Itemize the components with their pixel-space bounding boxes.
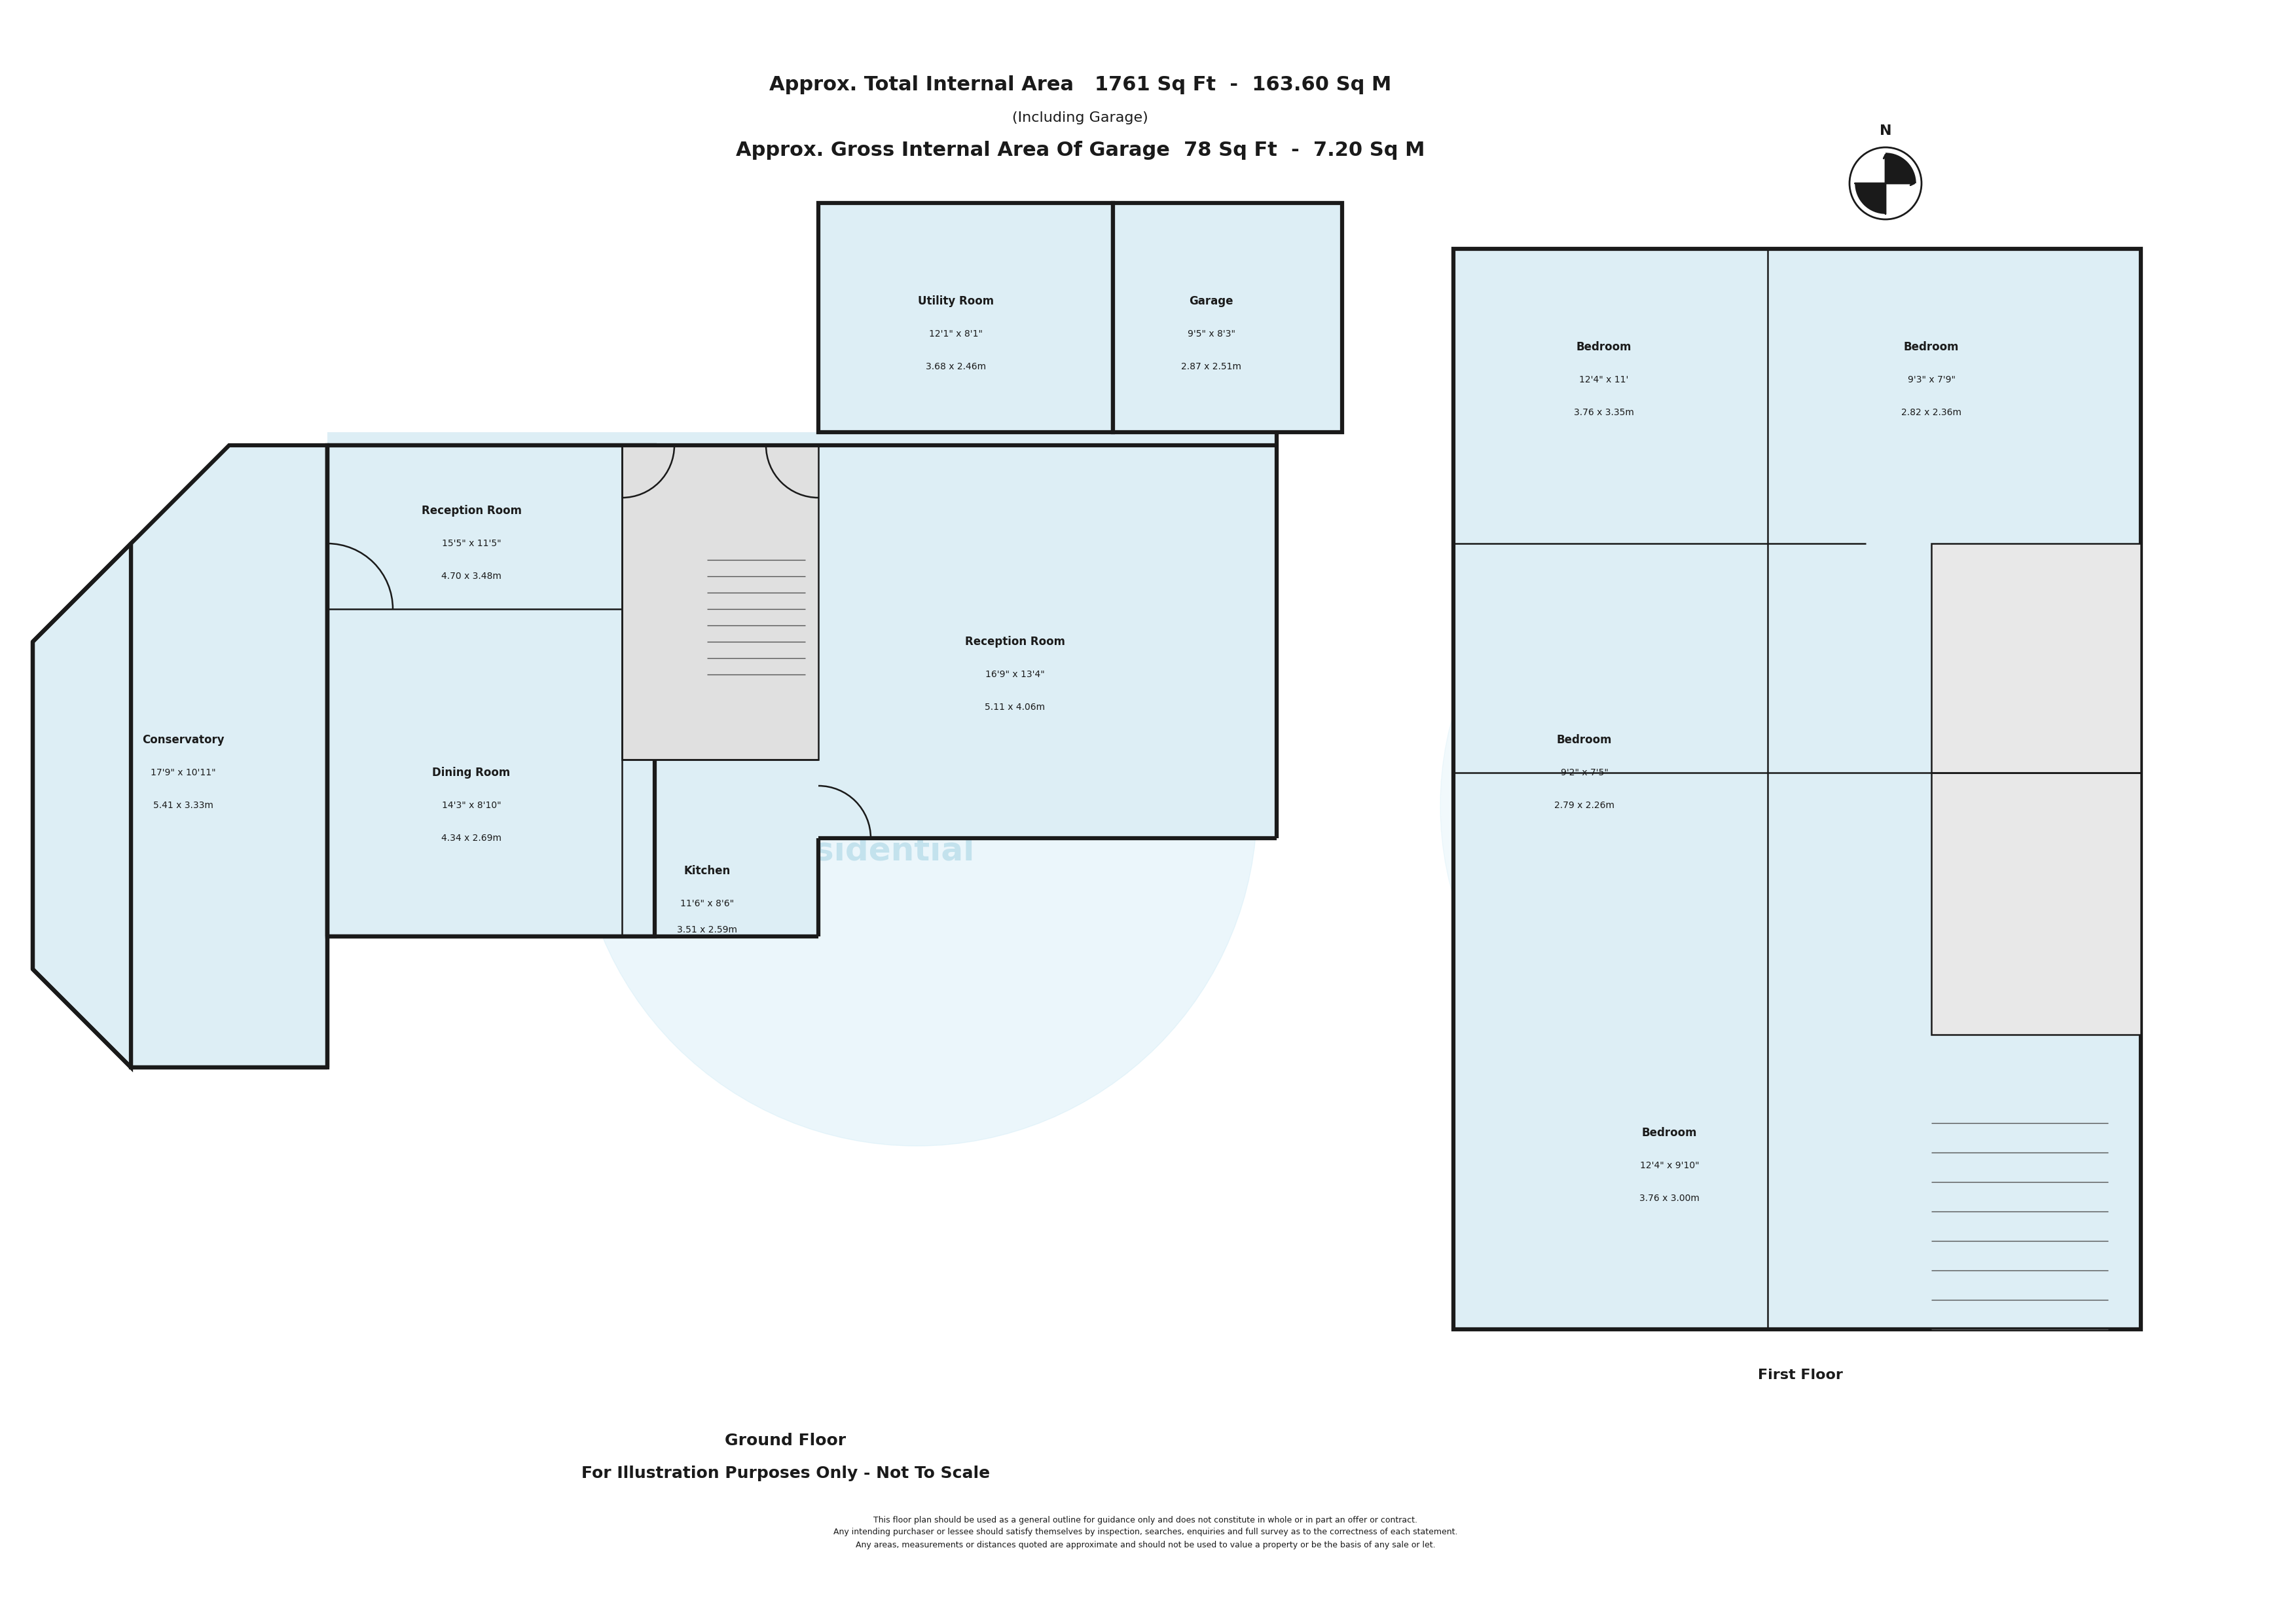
Text: This floor plan should be used as a general outline for guidance only and does n: This floor plan should be used as a gene…: [833, 1515, 1458, 1549]
Polygon shape: [131, 445, 328, 1067]
FancyBboxPatch shape: [1931, 773, 2140, 1034]
Wedge shape: [1885, 153, 1917, 184]
Text: 11'6" x 8'6": 11'6" x 8'6": [680, 900, 735, 908]
Text: Approx. Total Internal Area   1761 Sq Ft  -  163.60 Sq M: Approx. Total Internal Area 1761 Sq Ft -…: [769, 76, 1391, 94]
Text: 4.70 x 3.48m: 4.70 x 3.48m: [441, 572, 501, 581]
Text: 5.41 x 3.33m: 5.41 x 3.33m: [154, 801, 214, 810]
FancyBboxPatch shape: [622, 445, 817, 760]
Text: 12'4" x 9'10": 12'4" x 9'10": [1639, 1161, 1699, 1171]
FancyBboxPatch shape: [817, 203, 1114, 432]
Text: 9'5" x 8'3": 9'5" x 8'3": [1187, 330, 1235, 338]
FancyBboxPatch shape: [1931, 544, 2140, 773]
Polygon shape: [32, 544, 131, 1067]
Text: Ground Floor: Ground Floor: [726, 1432, 847, 1449]
Text: 17'9" x 10'11": 17'9" x 10'11": [152, 768, 216, 778]
Text: 12'4" x 11': 12'4" x 11': [1580, 375, 1628, 385]
Text: 3.76 x 3.00m: 3.76 x 3.00m: [1639, 1194, 1699, 1203]
Text: Bedroom: Bedroom: [1642, 1127, 1697, 1138]
Circle shape: [576, 464, 1256, 1147]
Circle shape: [1440, 477, 2094, 1134]
Text: 14'3" x 8'10": 14'3" x 8'10": [441, 801, 501, 810]
Text: Approx. Gross Internal Area Of Garage  78 Sq Ft  -  7.20 Sq M: Approx. Gross Internal Area Of Garage 78…: [735, 141, 1426, 161]
Text: 15'5" x 11'5": 15'5" x 11'5": [441, 539, 501, 549]
Text: Reception Room: Reception Room: [964, 637, 1065, 648]
Text: 9'3" x 7'9": 9'3" x 7'9": [1908, 375, 1956, 385]
Text: ound: ound: [817, 737, 951, 783]
Text: First Floor: First Floor: [1759, 1369, 1844, 1382]
Text: Garage: Garage: [1189, 296, 1233, 307]
Wedge shape: [1855, 184, 1885, 214]
FancyBboxPatch shape: [1114, 203, 1343, 432]
Text: 9'2" x 7'5": 9'2" x 7'5": [1561, 768, 1607, 778]
Text: 2.82 x 2.36m: 2.82 x 2.36m: [1901, 408, 1961, 417]
Text: Utility Room: Utility Room: [918, 296, 994, 307]
Text: 5.11 x 4.06m: 5.11 x 4.06m: [985, 703, 1045, 711]
Text: 16'9" x 13'4": 16'9" x 13'4": [985, 669, 1045, 679]
Text: Bedroom: Bedroom: [1557, 734, 1612, 745]
Text: Dining Room: Dining Room: [432, 767, 510, 778]
Text: (Including Garage): (Including Garage): [1013, 112, 1148, 125]
Text: N: N: [1880, 125, 1892, 138]
Text: Reception Room: Reception Room: [420, 505, 521, 516]
FancyBboxPatch shape: [1453, 248, 2140, 1330]
Text: Conservatory: Conservatory: [142, 734, 225, 745]
Text: 3.76 x 3.35m: 3.76 x 3.35m: [1575, 408, 1635, 417]
Text: 2.79 x 2.26m: 2.79 x 2.26m: [1554, 801, 1614, 810]
Text: Kitchen: Kitchen: [684, 866, 730, 877]
Text: esidential: esidential: [792, 836, 976, 867]
Text: Bedroom: Bedroom: [1903, 341, 1958, 352]
Text: For Illustration Purposes Only - Not To Scale: For Illustration Purposes Only - Not To …: [581, 1465, 990, 1481]
Polygon shape: [328, 432, 1277, 937]
Text: r: r: [806, 731, 831, 776]
Text: 4.34 x 2.69m: 4.34 x 2.69m: [441, 833, 501, 843]
Text: 3.51 x 2.59m: 3.51 x 2.59m: [677, 926, 737, 934]
Text: 2.87 x 2.51m: 2.87 x 2.51m: [1180, 362, 1242, 372]
Text: Bedroom: Bedroom: [1577, 341, 1632, 352]
Text: 3.68 x 2.46m: 3.68 x 2.46m: [925, 362, 985, 372]
FancyBboxPatch shape: [328, 445, 654, 937]
Text: 12'1" x 8'1": 12'1" x 8'1": [930, 330, 983, 338]
